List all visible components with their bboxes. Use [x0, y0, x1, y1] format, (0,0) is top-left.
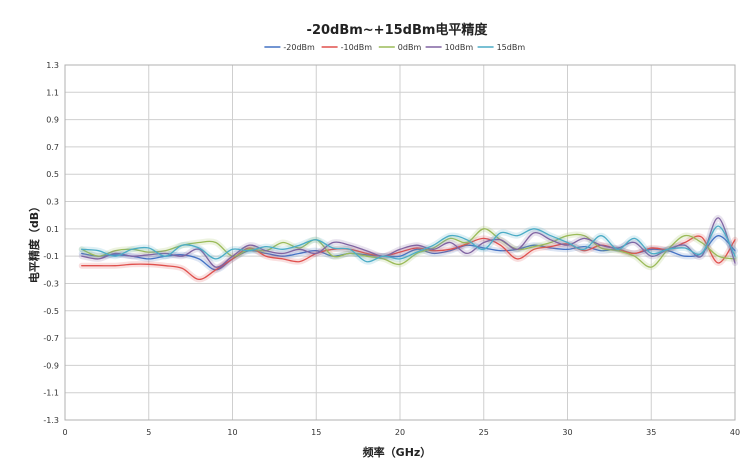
x-tick-label: 40	[730, 428, 740, 437]
series-line-4	[81, 225, 736, 263]
legend-label: 15dBm	[497, 43, 526, 52]
x-tick-label: 30	[562, 428, 572, 437]
series-line-1	[81, 235, 736, 281]
legend-label: 10dBm	[445, 43, 474, 52]
series-line-2	[81, 228, 736, 268]
y-tick-label: 1.1	[46, 88, 59, 97]
x-tick-label: 25	[479, 428, 489, 437]
x-tick-label: 0	[62, 428, 67, 437]
y-tick-label: 0.1	[46, 225, 59, 234]
legend-label: -20dBm	[283, 43, 315, 52]
legend-label: 0dBm	[398, 43, 422, 52]
y-tick-label: 0.7	[46, 143, 59, 152]
y-tick-label: -1.3	[43, 416, 59, 425]
y-tick-label: -0.3	[43, 279, 59, 288]
chart-title: -20dBm~+15dBm电平精度	[307, 22, 489, 38]
series-layer	[78, 214, 738, 283]
x-axis-label: 频率（GHz）	[363, 445, 432, 459]
x-tick-label: 15	[311, 428, 321, 437]
y-tick-label: 0.3	[46, 198, 59, 207]
y-tick-label: 0.9	[46, 116, 59, 125]
x-tick-label: 10	[227, 428, 237, 437]
y-tick-label: -1.1	[43, 389, 59, 398]
x-tick-label: 5	[146, 428, 151, 437]
y-tick-label: 1.3	[46, 61, 59, 70]
y-tick-label: 0.5	[46, 170, 59, 179]
x-tick-label: 35	[646, 428, 656, 437]
plot-frame	[64, 64, 736, 421]
x-tick-label: 20	[395, 428, 405, 437]
legend: -20dBm -10dBm 0dBm 10dBm 15dBm	[264, 43, 525, 52]
y-axis-label: 电平精度（dB）	[27, 201, 41, 283]
y-tick-label: -0.9	[43, 361, 59, 370]
y-tick-label: -0.5	[43, 307, 59, 316]
x-axis-ticks: 0 5 10 15 20 25 30 35 40	[62, 428, 740, 437]
y-tick-label: -0.1	[43, 252, 59, 261]
legend-label: -10dBm	[341, 43, 373, 52]
y-tick-label: -0.7	[43, 334, 59, 343]
y-axis-ticks: 1.3 1.1 0.9 0.7 0.5 0.3 0.1 -0.1 -0.3 -0.5 -0.7 -0.…	[43, 61, 59, 425]
